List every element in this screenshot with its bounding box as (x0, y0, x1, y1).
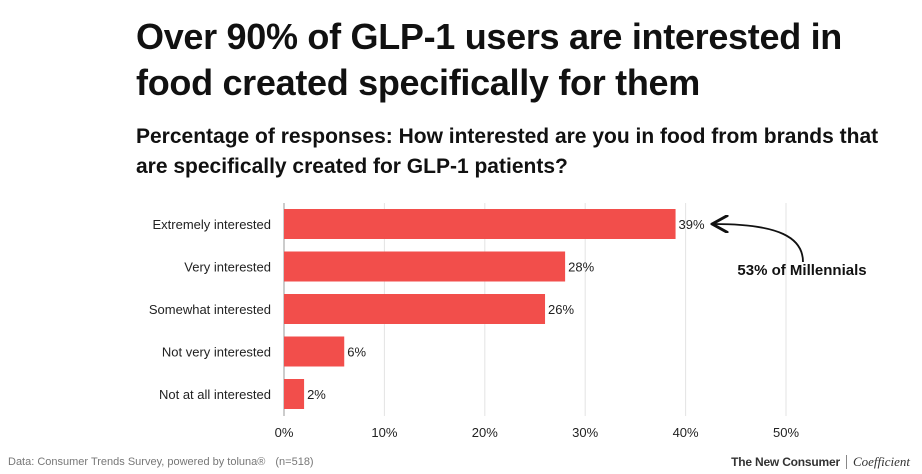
brand-the-new-consumer: The New Consumer (731, 455, 840, 469)
category-label: Not very interested (162, 345, 271, 360)
sample-size: (n=518) (275, 456, 314, 468)
value-label: 39% (679, 217, 705, 232)
bar (284, 209, 676, 239)
category-label: Somewhat interested (149, 302, 271, 317)
value-label: 26% (548, 302, 574, 317)
x-tick-label: 40% (673, 425, 699, 440)
bar (284, 336, 345, 367)
category-label: Extremely interested (153, 217, 272, 232)
chart-subtitle: Percentage of responses: How interested … (136, 125, 879, 178)
x-tick-label: 50% (773, 425, 799, 440)
x-tick-label: 30% (572, 425, 598, 440)
chart-title: Over 90% of GLP-1 users are interested i… (136, 16, 842, 103)
value-label: 2% (307, 387, 326, 402)
value-label: 6% (347, 345, 366, 360)
source-text: Data: Consumer Trends Survey, powered by… (8, 456, 266, 468)
category-label: Very interested (184, 260, 271, 275)
footer-brand: The New Consumer Coefficient (731, 454, 910, 470)
x-tick-label: 10% (371, 425, 397, 440)
footer-source: Data: Consumer Trends Survey, powered by… (8, 456, 314, 468)
bar (284, 379, 305, 409)
annotation-text: 53% of Millennials (737, 262, 866, 279)
brand-coefficient: Coefficient (852, 454, 910, 469)
brand-divider (845, 455, 847, 469)
value-label: 28% (568, 260, 594, 275)
bar (284, 251, 566, 282)
x-tick-label: 20% (472, 425, 498, 440)
x-tick-label: 0% (275, 425, 294, 440)
annotation-arrow (714, 224, 804, 263)
category-label: Not at all interested (159, 387, 271, 402)
bar (284, 294, 546, 324)
